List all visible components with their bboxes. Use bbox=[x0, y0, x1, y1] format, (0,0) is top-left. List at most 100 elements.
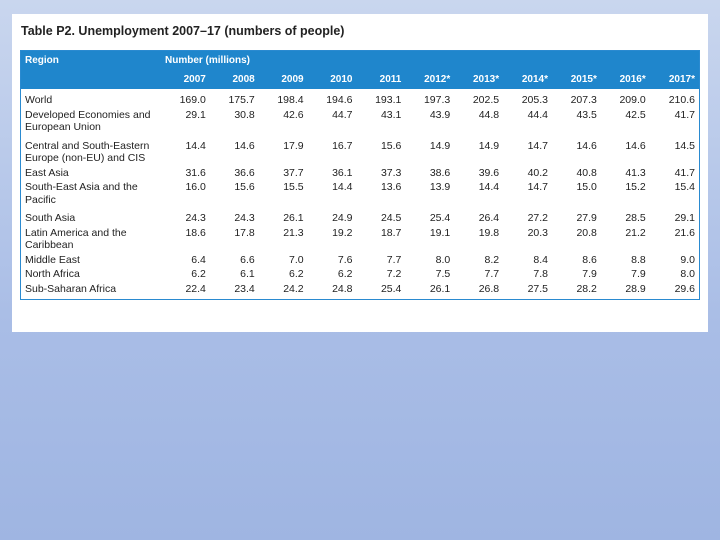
value-cell: 207.3 bbox=[570, 94, 597, 106]
value-cell: 16.0 bbox=[185, 181, 206, 193]
value-cell: 7.5 bbox=[435, 268, 451, 280]
value-cell: 14.9 bbox=[429, 139, 451, 152]
value-cell: 44.7 bbox=[332, 108, 353, 121]
table-row: Latin America and the Caribbean 18.6 17.8 2… bbox=[21, 226, 700, 253]
table-row: North Africa 6.2 6.1 6.2 6.2 7.2 7.5 7.7 7.8 7.9 7… bbox=[21, 267, 700, 282]
value-cell: 28.5 bbox=[625, 212, 646, 224]
value-cell: 21.3 bbox=[283, 226, 304, 239]
value-cell: 38.6 bbox=[429, 166, 451, 179]
value-cell: 6.6 bbox=[240, 253, 255, 266]
region-cell: Middle East bbox=[25, 253, 80, 266]
value-cell: 27.9 bbox=[576, 212, 597, 224]
value-cell: 202.5 bbox=[472, 94, 500, 106]
year-header: 2011 bbox=[379, 74, 402, 85]
value-cell: 169.0 bbox=[179, 94, 206, 106]
value-cell: 9.0 bbox=[680, 253, 695, 266]
value-cell: 29.6 bbox=[674, 282, 695, 295]
value-cell: 28.2 bbox=[576, 282, 597, 295]
value-cell: 24.3 bbox=[234, 212, 255, 224]
value-cell: 25.4 bbox=[380, 282, 402, 295]
value-cell: 6.1 bbox=[240, 268, 255, 280]
value-cell: 36.1 bbox=[332, 166, 353, 179]
value-cell: 14.9 bbox=[478, 139, 500, 152]
value-cell: 7.6 bbox=[337, 253, 353, 266]
group-header: Number (millions) bbox=[165, 55, 251, 66]
value-cell: 24.3 bbox=[185, 212, 206, 224]
value-cell: 41.7 bbox=[674, 166, 695, 179]
table-head: Region Number (millions) 2007 2008 2009 201… bbox=[20, 50, 700, 89]
value-cell: 197.3 bbox=[423, 94, 451, 106]
value-cell: 198.4 bbox=[277, 94, 304, 106]
region-cell: World bbox=[25, 94, 53, 106]
value-cell: 26.1 bbox=[429, 282, 451, 295]
value-cell: 7.9 bbox=[631, 268, 646, 280]
value-cell: 21.2 bbox=[625, 226, 646, 239]
value-cell: 26.1 bbox=[283, 212, 304, 224]
value-cell: 27.5 bbox=[527, 282, 548, 295]
header-row: Region Number (millions) bbox=[20, 50, 700, 70]
value-cell: 36.6 bbox=[234, 166, 255, 179]
value-cell: 15.5 bbox=[283, 181, 304, 193]
value-cell: 20.8 bbox=[576, 226, 597, 239]
value-cell: 7.7 bbox=[484, 268, 500, 280]
value-cell: 205.3 bbox=[521, 94, 548, 106]
data-table: Region Number (millions) 2007 2008 2009 201… bbox=[20, 50, 700, 300]
value-cell: 18.6 bbox=[185, 226, 206, 239]
value-cell: 37.3 bbox=[380, 166, 402, 179]
region-cell: East Asia bbox=[25, 166, 69, 179]
value-cell: 6.2 bbox=[337, 268, 353, 280]
value-cell: 7.9 bbox=[582, 268, 597, 280]
value-cell: 29.1 bbox=[674, 212, 695, 224]
table-title: Table P2. Unemployment 2007–17 (numbers … bbox=[21, 24, 345, 38]
value-cell: 44.4 bbox=[527, 108, 548, 121]
table-row: World 169.0 175.7 198.4 194.6 193.1 197.3 202.5… bbox=[21, 89, 700, 108]
value-cell: 30.8 bbox=[234, 108, 255, 121]
value-cell: 24.2 bbox=[283, 282, 304, 295]
value-cell: 24.9 bbox=[332, 212, 353, 224]
value-cell: 24.5 bbox=[380, 212, 402, 224]
value-cell: 14.4 bbox=[332, 181, 353, 193]
table-row: South-East Asia and the Pacific 16.0 15.6 1… bbox=[21, 180, 700, 207]
value-cell: 8.0 bbox=[680, 268, 695, 280]
value-cell: 44.8 bbox=[478, 108, 500, 121]
value-cell: 8.6 bbox=[582, 253, 597, 266]
value-cell: 13.9 bbox=[429, 181, 451, 193]
year-header: 2015* bbox=[570, 74, 597, 85]
value-cell: 28.9 bbox=[625, 282, 646, 295]
value-cell: 15.6 bbox=[380, 139, 402, 152]
table-row: Middle East 6.4 6.6 7.0 7.6 7.7 8.0 8.2 8.4 8.6 8.… bbox=[21, 253, 700, 268]
value-cell: 15.6 bbox=[234, 181, 255, 193]
value-cell: 17.8 bbox=[234, 226, 255, 239]
year-row: 2007 2008 2009 2010 2011 2012* 2013* 2014* 2015*… bbox=[20, 70, 700, 89]
value-cell: 14.6 bbox=[625, 139, 646, 152]
value-cell: 14.6 bbox=[234, 139, 255, 152]
table-body: World 169.0 175.7 198.4 194.6 193.1 197.3 202.5… bbox=[21, 89, 700, 300]
value-cell: 24.8 bbox=[332, 282, 353, 295]
value-cell: 21.6 bbox=[674, 226, 695, 239]
value-cell: 20.3 bbox=[527, 226, 548, 239]
value-cell: 23.4 bbox=[234, 282, 255, 295]
value-cell: 6.4 bbox=[191, 253, 206, 266]
value-cell: 19.8 bbox=[478, 226, 500, 239]
value-cell: 18.7 bbox=[380, 226, 402, 239]
year-header: 2009 bbox=[281, 74, 304, 85]
value-cell: 7.7 bbox=[386, 253, 402, 266]
region-cell: South Asia bbox=[25, 212, 76, 224]
value-cell: 41.7 bbox=[674, 108, 695, 121]
value-cell: 8.2 bbox=[484, 253, 500, 266]
year-header: 2010 bbox=[330, 74, 353, 85]
value-cell: 8.0 bbox=[435, 253, 451, 266]
year-header: 2012* bbox=[424, 74, 451, 85]
value-cell: 16.7 bbox=[332, 139, 353, 152]
value-cell: 42.5 bbox=[625, 108, 646, 121]
value-cell: 40.8 bbox=[576, 166, 597, 179]
value-cell: 14.4 bbox=[185, 139, 206, 152]
value-cell: 19.1 bbox=[429, 226, 451, 239]
value-cell: 17.9 bbox=[283, 139, 304, 152]
region-cell: South-East Asia and the Pacific bbox=[25, 181, 138, 206]
year-header: 2007 bbox=[183, 74, 206, 85]
value-cell: 8.8 bbox=[631, 253, 646, 266]
value-cell: 27.2 bbox=[527, 212, 548, 224]
value-cell: 7.0 bbox=[289, 253, 304, 266]
